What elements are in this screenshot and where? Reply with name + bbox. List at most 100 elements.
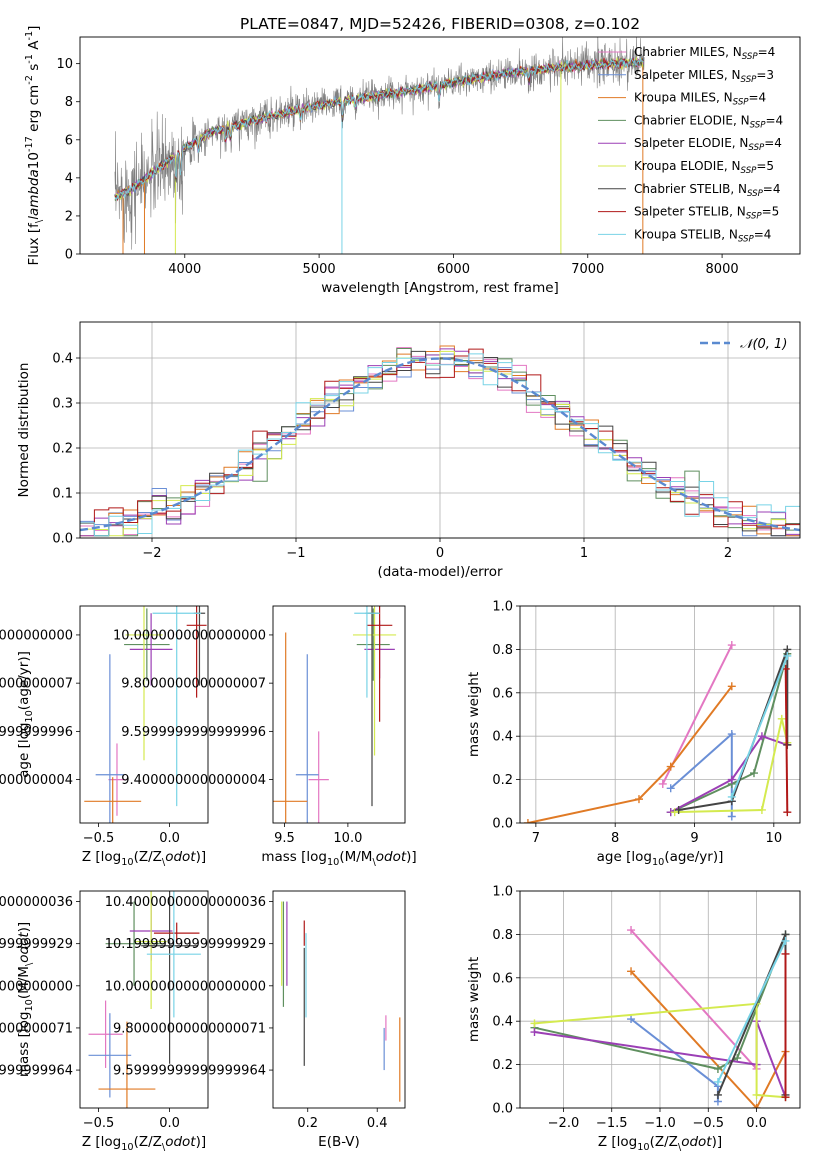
y-tick-label: 10.19999999999999929 [105,937,266,952]
weight-marker [727,730,736,739]
y-tick-label: 9.59999999999999964 [113,1064,266,1079]
x-tick-label: −0.5 [83,1116,115,1131]
y-tick-label: 0.8 [492,643,513,658]
y-tick-label: 0.3 [52,397,73,412]
legend-model-name: Kroupa ELODIE, N [634,159,741,173]
x-tick-label: −1.5 [596,1116,628,1131]
x-tick-label: 7 [532,831,540,846]
weight-marker [727,812,736,821]
weight-marker [727,682,736,691]
legend-entry: Kroupa STELIB, NSSP=4 [634,227,771,244]
y-tick-label: 0.0 [52,532,73,547]
weight-marker [666,784,675,793]
x-tick-label: 1 [580,546,588,561]
x-axis-label: mass [log10(M/M\odot)] [261,849,416,868]
y-tick-label: 10.00000000000000000 [0,979,73,994]
weight-marker [658,779,667,788]
y-tick-label: 0.0 [492,817,513,832]
weight-marker [674,805,683,814]
x-tick-label: 9.5 [274,831,295,846]
y-tick-label: 9.4000000000000004 [121,773,266,788]
axes-frame [79,36,801,255]
x-tick-label: 0 [436,546,444,561]
legend-entry: Chabrier STELIB, NSSP=4 [634,182,781,199]
legend-model-name: Kroupa STELIB, N [634,227,738,241]
y-tick-label: 0.4 [492,1015,513,1030]
weight-marker [713,1064,722,1073]
weight-marker [781,936,790,945]
y-axis-label: Normed distribution [16,363,32,498]
x-axis-label: E(B-V) [318,1134,360,1150]
weight-lines [523,641,792,823]
weight-line-1 [630,1018,719,1102]
x-tick-label: 10 [766,831,783,846]
x-tick-label: −1.0 [644,1116,676,1131]
axes-frame [272,605,406,824]
axes-frame [272,890,406,1109]
y-axis-label: mass [log10(M/M\odot)] [16,922,35,1077]
legend-model-name: Kroupa MILES, N [634,91,733,105]
y-tick-label: 0.2 [492,1058,513,1073]
y-axis-label: mass weight [466,672,482,757]
x-tick-label: −2.0 [548,1116,580,1131]
y-tick-label: 9.4000000000000004 [0,773,73,788]
weight-marker [627,1015,636,1024]
points [273,606,397,823]
figure-title: PLATE=0847, MJD=52426, FIBERID=0308, z=0… [240,15,640,33]
weight-marker [777,714,786,723]
weight-line-1 [670,731,733,817]
x-tick-label: 5000 [303,262,336,277]
x-tick-label: 9 [690,831,698,846]
legend-model-name: Salpeter MILES, N [634,68,741,82]
y-tick-label: 0 [65,248,73,263]
legend-model-name: Chabrier ELODIE, N [634,113,750,127]
y-tick-label: 2 [65,209,73,224]
y-tick-label: 9.8000000000000007 [0,677,73,692]
legend-entry: Kroupa ELODIE, NSSP=5 [634,159,774,176]
y-tick-label: 0.2 [492,773,513,788]
legend-model-name: Chabrier STELIB, N [634,182,747,196]
weight-line-7 [784,668,789,813]
x-axis-label: (data-model)/error [377,564,503,580]
y-axis-label: age [log10(age/yr)] [16,651,35,778]
y-tick-label: 9.80000000000000071 [113,1021,266,1036]
x-tick-label: −1 [286,546,305,561]
y-tick-label: 9.80000000000000071 [0,1021,73,1036]
x-tick-label: 4000 [168,262,201,277]
y-tick-label: 10 [56,57,73,72]
weight-marker [781,949,790,958]
x-tick-label: 6000 [437,262,470,277]
panel-weight-vs-Z: −2.0 −1.5 −1.0 −0.5 0.0 0.0 0.2 0.4 0.6 0.8 1.0 Z [… [466,885,801,1153]
points [84,606,207,823]
legend-entry: Kroupa MILES, NSSP=4 [634,91,766,108]
y-tick-label: 6 [65,133,73,148]
legend-entry: Chabrier ELODIE, NSSP=4 [634,113,783,130]
y-tick-label: 10.0000000000000000 [0,628,73,643]
weight-marker [727,641,736,650]
y-tick-label: 10.00000000000000000 [105,979,266,994]
panel-residuals: −2 −1 0 1 2 0.0 0.1 0.2 0.3 0.4 (data-model)/error… [16,321,801,580]
weight-marker [749,769,758,778]
x-axis-label: Z [log10(Z/Z\odot)] [598,1134,722,1153]
weight-line-3 [670,653,789,814]
x-tick-label: 0.0 [159,1116,180,1131]
y-tick-label: 1.0 [492,885,513,900]
y-tick-label: 9.5999999999999996 [0,725,73,740]
y-tick-label: 9.5999999999999996 [121,725,266,740]
weight-line-5 [534,1002,786,1099]
y-tick-label: 0.6 [492,971,513,986]
weight-marker [523,819,532,823]
x-tick-label: −2 [142,546,161,561]
legend-entry: Salpeter MILES, NSSP=3 [634,68,774,85]
y-tick-label: 0.4 [492,730,513,745]
weight-marker [727,775,736,784]
y-tick-label: 0.4 [52,352,73,367]
spectrum-lines [114,37,645,254]
weight-marker [713,1077,722,1086]
x-axis-label: Z [log10(Z/Z\odot)] [82,849,206,868]
y-tick-label: 10.0000000000000000 [113,628,266,643]
x-axis-label: age [log10(age/yr)] [597,849,724,868]
legend-model-name: Salpeter STELIB, N [634,205,746,219]
x-tick-label: 8 [611,831,619,846]
weight-marker [783,808,792,817]
